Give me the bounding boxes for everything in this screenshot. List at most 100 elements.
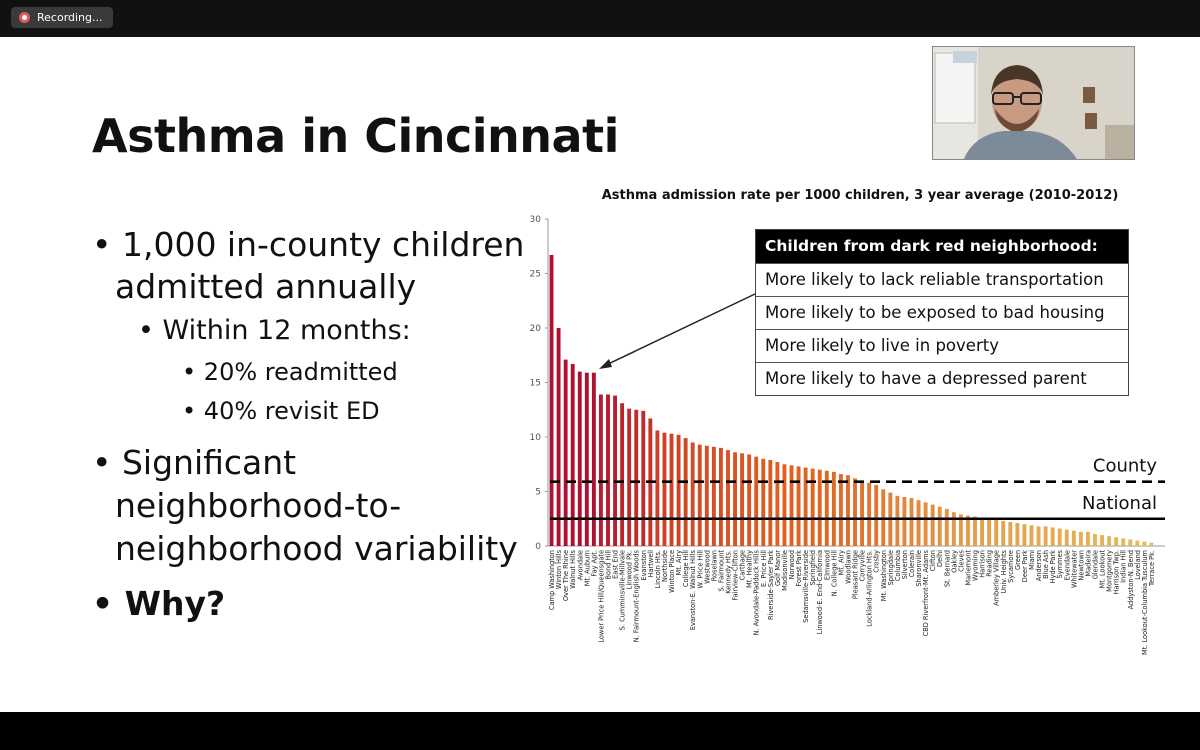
x-tick-label: Norwood: [788, 550, 796, 579]
x-tick-label: Glendale: [1092, 550, 1100, 579]
recording-label: Recording...: [37, 11, 103, 24]
x-tick-label: N. College Hill: [830, 550, 838, 596]
bar: [980, 517, 985, 546]
y-tick-label: 20: [530, 324, 542, 334]
bar: [1100, 535, 1105, 546]
x-tick-label: Winton Hills: [555, 549, 563, 589]
bar: [549, 254, 554, 546]
x-tick-label: N. Fairmount-English Woods: [633, 549, 641, 642]
x-tick-label: Delhi: [936, 550, 944, 567]
recording-toolbar: Recording...: [0, 0, 1200, 37]
x-tick-label: Lower Price Hill/Queensgate: [597, 550, 605, 643]
x-tick-label: Avondale: [576, 550, 584, 580]
x-tick-label: Pleasant Ridge: [852, 550, 860, 599]
recording-button[interactable]: Recording...: [11, 7, 113, 28]
x-tick-label: Blue Ash: [1042, 550, 1050, 579]
x-tick-label: Fay Apt.: [590, 550, 598, 577]
bar: [775, 462, 780, 546]
bar: [570, 363, 575, 546]
callout-header: Children from dark red neighborhood:: [756, 230, 1128, 263]
x-tick-label: Green: [1014, 550, 1022, 570]
x-tick-label: Mt. Auburn: [583, 550, 591, 586]
bar: [916, 500, 921, 546]
bar: [973, 516, 977, 546]
bar: [1114, 537, 1119, 546]
sub-sub-bullet-2-text: 40% revisit ED: [203, 397, 380, 425]
bar: [838, 474, 843, 546]
x-tick-label: Mt. Healthy: [746, 550, 754, 588]
bar: [754, 456, 759, 546]
presentation-slide: Asthma in Cincinnati • 1,000 in-county c…: [0, 37, 1200, 712]
x-tick-label: Winton Place: [668, 550, 676, 593]
x-tick-label: Roselawn: [710, 550, 718, 581]
bar: [740, 453, 745, 546]
x-tick-label: W. Price Hill: [696, 550, 704, 589]
bar: [676, 434, 681, 546]
county-reference-label: County: [1093, 456, 1157, 477]
bar: [958, 514, 963, 546]
bar: [944, 508, 949, 546]
bar: [627, 408, 632, 546]
bar: [1001, 520, 1006, 546]
y-tick-label: 5: [535, 488, 541, 498]
x-tick-label: Linwood-E. End-California: [816, 550, 824, 634]
x-tick-label: Kennedy Hts.: [724, 550, 732, 594]
bar: [1043, 526, 1048, 546]
x-tick-label: Hyde Park: [1049, 550, 1057, 584]
x-tick-label: Anderson: [1035, 550, 1043, 581]
x-tick-label: Walnut Hills: [569, 549, 577, 588]
x-tick-label: Oakley: [950, 550, 958, 573]
x-tick-label: Corryville: [859, 550, 867, 581]
bar: [641, 410, 646, 546]
bar: [747, 454, 752, 546]
bullet-1: • 1,000 in-county children: [92, 225, 525, 264]
bar: [937, 506, 942, 546]
bar: [711, 446, 716, 546]
bullet-1-line2: admitted annually: [115, 267, 417, 306]
bullet-1-cont: admitted annually: [115, 265, 416, 308]
bar: [966, 515, 970, 546]
bar: [556, 328, 561, 546]
bar: [930, 504, 935, 546]
x-tick-label: S. Cumminsville-Millvale: [619, 550, 627, 630]
y-tick-label: 15: [530, 379, 541, 389]
x-tick-label: Evanston: [640, 550, 648, 581]
x-tick-label: Madeira: [1084, 550, 1092, 577]
x-tick-label: Newtown: [1077, 550, 1085, 581]
x-tick-label: Whitewater: [1070, 550, 1078, 588]
x-tick-label: Mt. Airy: [675, 550, 683, 576]
presenter-webcam[interactable]: [932, 46, 1135, 160]
bar: [697, 444, 702, 546]
bar: [831, 471, 836, 546]
bar: [761, 458, 766, 546]
bullet-2: • Significant: [92, 443, 297, 482]
bar: [718, 447, 723, 546]
bar: [874, 484, 879, 546]
bar: [584, 372, 589, 546]
x-tick-label: Colerain: [908, 550, 916, 577]
x-tick-label: Mt. Washington: [880, 550, 888, 601]
bar: [662, 432, 667, 546]
callout-box: Children from dark red neighborhood: Mor…: [755, 229, 1129, 396]
x-tick-label: Springdale: [887, 550, 895, 585]
bar: [606, 394, 610, 546]
bar: [655, 430, 660, 546]
bar: [853, 478, 857, 546]
bar: [1008, 522, 1013, 546]
y-tick-label: 30: [530, 215, 542, 225]
bar: [620, 403, 625, 546]
x-tick-label: Westwood: [703, 550, 711, 584]
x-tick-label: Wyoming: [972, 550, 980, 581]
bar: [726, 450, 730, 546]
bar: [1071, 530, 1076, 546]
x-tick-label: Sharonville: [915, 550, 923, 587]
x-tick-label: CBD Riverfront-Mt. Adams: [922, 549, 930, 636]
bar: [1086, 531, 1090, 546]
x-tick-label: Woodlawn: [844, 550, 852, 584]
bar: [690, 442, 695, 546]
bullet-1-line1: 1,000 in-county children: [121, 225, 525, 264]
x-tick-label: Riverside-Sayler Park: [767, 550, 775, 620]
x-tick-label: N. Avondale-Paddock Hills: [753, 549, 761, 635]
x-tick-label: Camp Washington: [548, 550, 556, 610]
x-tick-label: Lincoln Hts.: [654, 550, 662, 589]
